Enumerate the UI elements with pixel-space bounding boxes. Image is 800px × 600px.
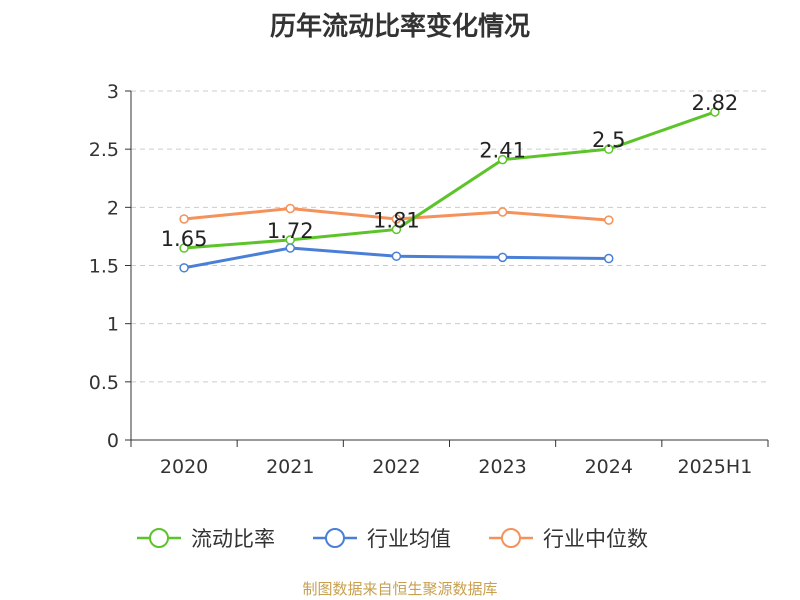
series-point (604, 144, 614, 154)
series-lines (179, 107, 720, 273)
legend-label: 行业中位数 (543, 527, 648, 551)
series-point (391, 224, 402, 235)
chart-title: 历年流动比率变化情况 (269, 12, 530, 42)
legend-marker-icon (149, 528, 169, 548)
x-tick-label: 2025H1 (678, 456, 753, 478)
series-point (391, 214, 402, 224)
data-label: 1.65 (161, 227, 208, 251)
legend-label: 行业均值 (367, 527, 451, 551)
series-point (179, 263, 189, 273)
x-tick-label: 2023 (478, 456, 526, 478)
series-point (497, 154, 508, 165)
series-point (285, 235, 295, 245)
grid-lines (131, 90, 768, 383)
y-tick-label: 3 (107, 81, 119, 103)
axes: 0 0.5 1 1.5 2 2.5 3 2020 2021 2022 2023 2024 2025H1 (89, 81, 769, 478)
y-tick-label: 1 (107, 314, 119, 336)
data-label: 1.81 (373, 208, 420, 232)
data-label: 2.41 (479, 139, 526, 163)
x-tick-label: 2022 (372, 456, 420, 478)
series-point (179, 243, 189, 253)
legend-item[interactable]: 流动比率 (137, 527, 275, 551)
series-point (285, 243, 295, 253)
legend-item[interactable]: 行业均值 (313, 527, 451, 551)
series-point (285, 203, 295, 214)
y-tick-label: 0.5 (89, 372, 119, 394)
data-label: 2.5 (592, 128, 625, 152)
series-point (710, 107, 720, 117)
series-line (182, 110, 717, 250)
x-tick-label: 2020 (160, 456, 208, 478)
y-tick-label: 0 (107, 430, 119, 452)
series-point (497, 252, 508, 263)
series-point (604, 253, 614, 264)
legend[interactable]: 流动比率 行业均值 行业中位数 (137, 527, 648, 551)
legend-marker-icon (325, 528, 345, 548)
legend-item[interactable]: 行业中位数 (489, 527, 648, 551)
legend-marker-icon (501, 528, 521, 548)
y-tick-label: 2.5 (89, 139, 119, 161)
series-point (391, 251, 402, 261)
legend-label: 流动比率 (191, 527, 275, 551)
y-tick-label: 1.5 (89, 256, 119, 278)
series-point (604, 215, 614, 225)
source-note: 制图数据来自恒生聚源数据库 (302, 580, 498, 598)
series-point (497, 207, 508, 217)
y-tick-label: 2 (107, 197, 119, 219)
data-labels: 1.65 1.72 1.81 2.41 2.5 2.82 (161, 91, 739, 251)
x-tick-label: 2024 (585, 456, 633, 478)
series-point (179, 214, 189, 224)
x-tick-label: 2021 (266, 456, 314, 478)
data-label: 1.72 (267, 219, 314, 243)
data-label: 2.82 (692, 91, 739, 115)
